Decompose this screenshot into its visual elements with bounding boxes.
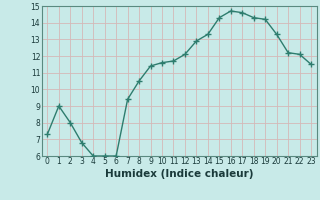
X-axis label: Humidex (Indice chaleur): Humidex (Indice chaleur) <box>105 169 253 179</box>
